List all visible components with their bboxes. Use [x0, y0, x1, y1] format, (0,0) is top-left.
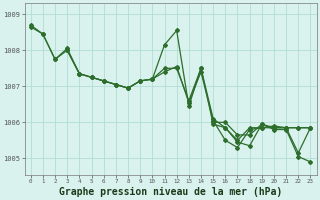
X-axis label: Graphe pression niveau de la mer (hPa): Graphe pression niveau de la mer (hPa) — [59, 186, 282, 197]
